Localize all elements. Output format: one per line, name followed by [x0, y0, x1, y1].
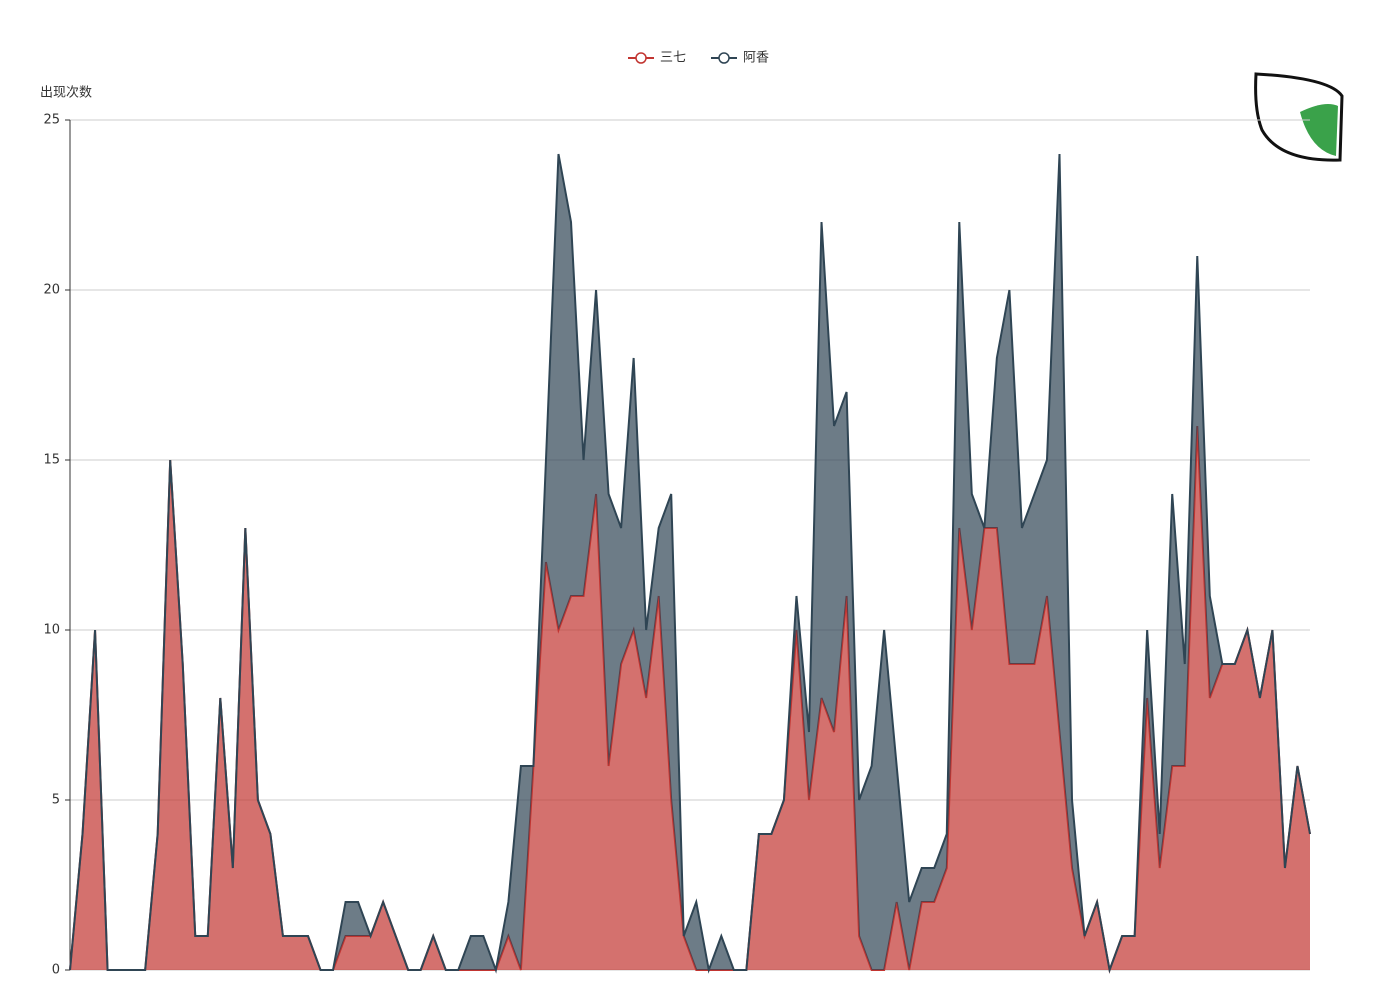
- y-tick-label: 10: [43, 623, 60, 638]
- legend-icon: [635, 52, 647, 64]
- y-axis-label: 出现次数: [40, 85, 92, 101]
- y-tick-label: 20: [43, 283, 60, 298]
- line: [69, 153, 1311, 974]
- legend-label: 三七: [660, 51, 686, 66]
- area: [70, 154, 1310, 970]
- y-tick-label: 0: [52, 963, 60, 978]
- y-tick-label: 25: [43, 113, 60, 128]
- y-tick-label: 15: [43, 453, 60, 468]
- y-tick-label: 5: [52, 793, 60, 808]
- legend-label: 阿香: [743, 51, 769, 66]
- legend-icon: [718, 52, 730, 64]
- logo: [1254, 72, 1344, 162]
